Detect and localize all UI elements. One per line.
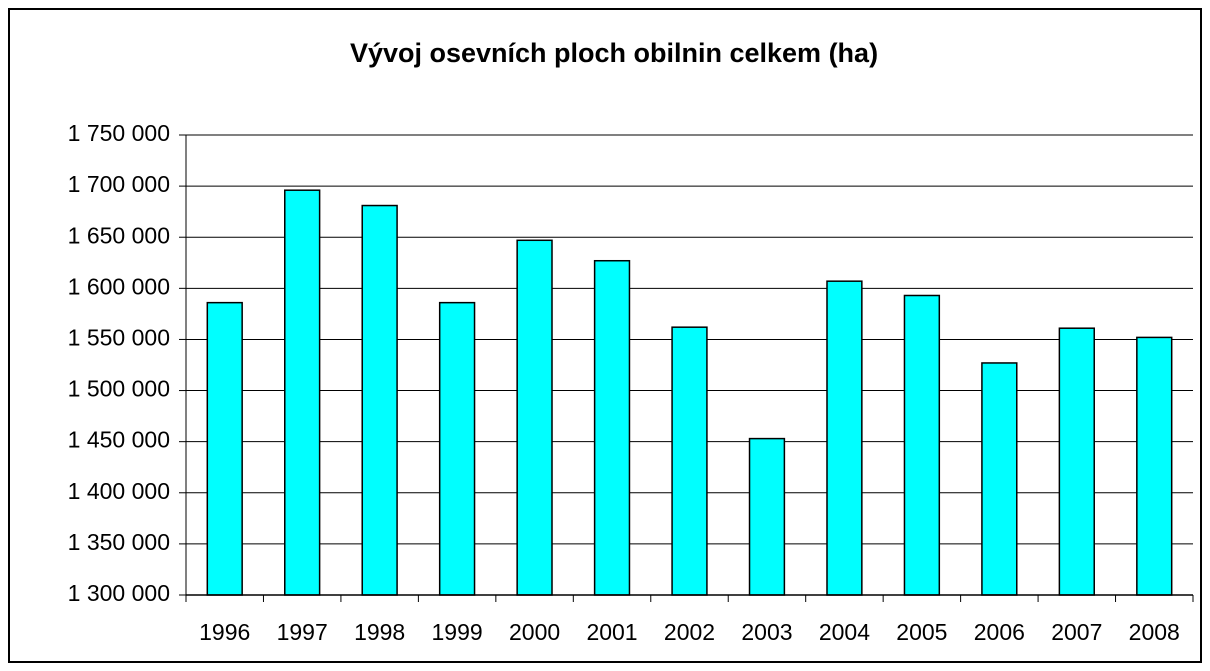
- x-tick-label: 1997: [277, 619, 328, 645]
- bar: [1136, 336, 1173, 596]
- y-tick-label: 1 650 000: [68, 222, 170, 248]
- y-tick-label: 1 700 000: [68, 171, 170, 197]
- y-tick-label: 1 600 000: [68, 273, 170, 299]
- bar: [361, 204, 398, 596]
- x-tick-label: 1998: [354, 619, 405, 645]
- y-tick-label: 1 750 000: [68, 120, 170, 146]
- bar: [826, 280, 863, 596]
- bar: [981, 362, 1018, 596]
- y-tick-label: 1 400 000: [68, 478, 170, 504]
- bar: [903, 294, 941, 596]
- bar: [671, 326, 708, 596]
- x-tick-label: 2000: [509, 619, 560, 645]
- x-tick-label: 2001: [586, 619, 637, 645]
- chart-title: Vývoj osevních ploch obilnin celkem (ha): [350, 38, 878, 68]
- x-tick-label: 2008: [1129, 619, 1180, 645]
- bar: [593, 259, 631, 596]
- y-tick-label: 1 300 000: [68, 580, 170, 606]
- x-tick-label: 1999: [432, 619, 483, 645]
- x-tick-label: 2006: [974, 619, 1025, 645]
- x-tick-label: 2003: [741, 619, 792, 645]
- x-tick-label: 2007: [1051, 619, 1102, 645]
- y-tick-label: 1 350 000: [68, 529, 170, 555]
- x-tick-label: 1996: [199, 619, 250, 645]
- bar: [1058, 327, 1095, 596]
- bar: [284, 189, 321, 596]
- bar: [206, 301, 243, 596]
- y-tick-label: 1 550 000: [68, 325, 170, 351]
- bar: [438, 301, 476, 596]
- x-tick-label: 2004: [819, 619, 870, 645]
- bar: [516, 239, 553, 596]
- x-tick-label: 2002: [664, 619, 715, 645]
- bar: [748, 437, 786, 596]
- y-tick-label: 1 450 000: [68, 427, 170, 453]
- x-tick-label: 2005: [896, 619, 947, 645]
- y-tick-label: 1 500 000: [68, 376, 170, 402]
